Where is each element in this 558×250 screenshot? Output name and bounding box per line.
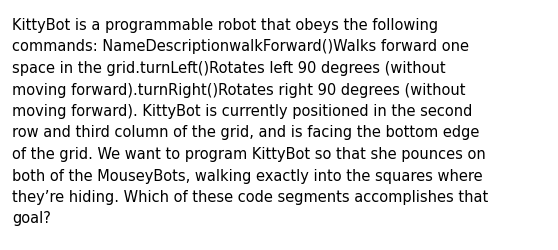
Text: of the grid. We want to program KittyBot so that she pounces on: of the grid. We want to program KittyBot… [12, 146, 486, 161]
Text: moving forward).turnRight()Rotates right 90 degrees (without: moving forward).turnRight()Rotates right… [12, 82, 465, 97]
Text: goal?: goal? [12, 211, 51, 226]
Text: commands: NameDescriptionwalkForward()Walks forward one: commands: NameDescriptionwalkForward()Wa… [12, 39, 469, 54]
Text: KittyBot is a programmable robot that obeys the following: KittyBot is a programmable robot that ob… [12, 18, 438, 33]
Text: row and third column of the grid, and is facing the bottom edge: row and third column of the grid, and is… [12, 125, 479, 140]
Text: both of the MouseyBots, walking exactly into the squares where: both of the MouseyBots, walking exactly … [12, 168, 483, 183]
Text: moving forward). KittyBot is currently positioned in the second: moving forward). KittyBot is currently p… [12, 104, 473, 118]
Text: space in the grid.turnLeft()Rotates left 90 degrees (without: space in the grid.turnLeft()Rotates left… [12, 61, 446, 76]
Text: they’re hiding. Which of these code segments accomplishes that: they’re hiding. Which of these code segm… [12, 189, 488, 204]
